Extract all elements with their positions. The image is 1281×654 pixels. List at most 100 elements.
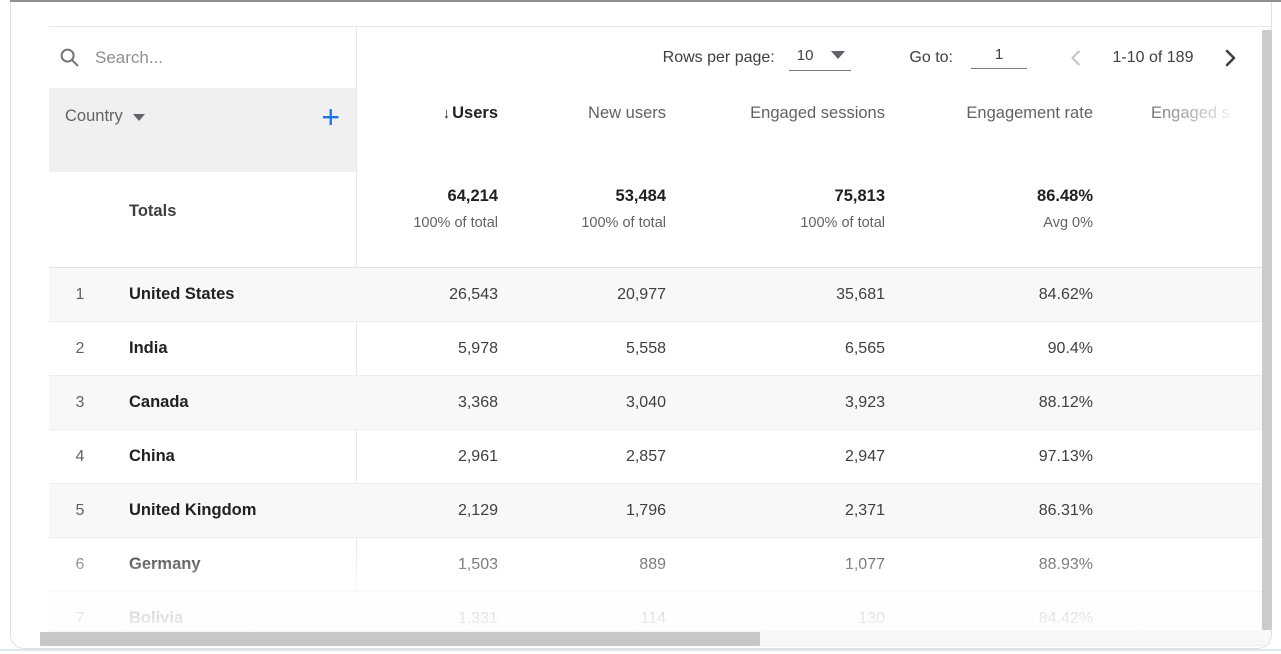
- row-new-users: 889: [639, 555, 666, 573]
- goto-label: Go to:: [909, 48, 953, 66]
- totals-new-users-subtext: 100% of total: [581, 215, 666, 231]
- row-new-users: 3,040: [625, 393, 666, 411]
- horizontal-scrollbar-thumb[interactable]: [40, 632, 760, 646]
- row-users: 26,543: [449, 285, 498, 303]
- pagination-range: 1-10 of 189: [1112, 48, 1194, 66]
- sort-descending-icon: ↓: [442, 105, 451, 122]
- window-bottom-edge: [0, 649, 1281, 651]
- column-header-new-users[interactable]: New users: [588, 104, 666, 122]
- row-country: Bolivia: [129, 609, 184, 627]
- rows-per-page-label: Rows per page:: [662, 48, 775, 66]
- row-index: 7: [75, 609, 85, 627]
- row-index: 3: [75, 393, 85, 411]
- add-column-button[interactable]: +: [321, 99, 340, 135]
- row-country: United States: [129, 285, 235, 303]
- pager: 1-10 of 189: [1063, 45, 1243, 71]
- table-toolbar: Rows per page: 10 Go to: 1-10 of 189: [49, 27, 1261, 88]
- table-row: 3 Canada 3,368 3,040 3,923 88.12%: [49, 376, 1271, 430]
- totals-engaged-sessions-subtext: 100% of total: [800, 215, 885, 231]
- table-row: 1 United States 26,543 20,977 35,681 84.…: [49, 268, 1271, 322]
- rows-per-page-select[interactable]: 10: [788, 45, 852, 71]
- row-engagement-rate: 88.12%: [1038, 393, 1093, 411]
- row-index: 2: [75, 339, 85, 357]
- row-country: Germany: [129, 555, 201, 573]
- analytics-table-card: Rows per page: 10 Go to: 1-10 of 189: [10, 2, 1272, 649]
- totals-engagement-rate-value: 86.48%: [1037, 187, 1093, 205]
- totals-engaged-sessions: 75,813 100% of total: [666, 172, 885, 231]
- dimension-header-cell: Country +: [49, 88, 356, 172]
- row-engagement-rate: 88.93%: [1038, 555, 1093, 573]
- row-engagement-rate: 90.4%: [1047, 339, 1093, 357]
- row-engagement-rate: 86.31%: [1038, 501, 1093, 519]
- chevron-right-icon: [1225, 49, 1236, 66]
- dimension-metrics-divider: [356, 26, 357, 626]
- dimension-label: Country: [65, 107, 123, 125]
- rows-per-page-value: 10: [796, 46, 814, 64]
- chevron-down-icon: [831, 51, 846, 59]
- totals-engagement-rate-subtext: Avg 0%: [1043, 215, 1093, 231]
- chevron-left-icon: [1071, 49, 1080, 66]
- row-engaged-sessions: 1,077: [844, 555, 885, 573]
- column-header-engagement-rate[interactable]: Engagement rate: [966, 104, 1093, 122]
- row-country: Canada: [129, 393, 189, 411]
- column-header-users[interactable]: ↓ Users: [356, 88, 498, 172]
- search-input[interactable]: [95, 47, 315, 68]
- row-new-users: 114: [640, 609, 666, 627]
- totals-users-value: 64,214: [447, 187, 498, 205]
- row-index: 6: [75, 555, 85, 573]
- table-row: 6 Germany 1,503 889 1,077 88.93%: [49, 538, 1271, 592]
- row-index: 4: [75, 447, 85, 465]
- next-page-button[interactable]: [1217, 45, 1243, 71]
- totals-engaged-per-user: [1093, 172, 1271, 187]
- dimension-dropdown[interactable]: Country: [65, 107, 145, 126]
- row-engaged-sessions: 130: [858, 609, 885, 627]
- row-engagement-rate: 97.13%: [1038, 447, 1093, 465]
- row-new-users: 5,558: [625, 339, 666, 357]
- totals-engaged-sessions-value: 75,813: [834, 187, 885, 205]
- row-country: China: [129, 447, 175, 465]
- totals-users-subtext: 100% of total: [413, 215, 498, 231]
- totals-new-users: 53,484 100% of total: [498, 172, 666, 231]
- totals-label: Totals: [129, 202, 177, 220]
- row-engagement-rate: 84.62%: [1038, 285, 1093, 303]
- table-row: 5 United Kingdom 2,129 1,796 2,371 86.31…: [49, 484, 1271, 538]
- vertical-scrollbar-thumb[interactable]: [1262, 30, 1272, 630]
- previous-page-button[interactable]: [1063, 45, 1089, 71]
- row-users: 1,503: [457, 555, 498, 573]
- table-top-divider: [49, 26, 1271, 27]
- row-new-users: 2,857: [625, 447, 666, 465]
- row-engagement-rate: 84.42%: [1038, 609, 1093, 627]
- column-header-users-label: Users: [452, 104, 498, 122]
- row-users: 1,331: [457, 609, 498, 627]
- chevron-down-icon: [132, 114, 145, 121]
- row-engaged-sessions: 35,681: [836, 285, 885, 303]
- report-table: Country + ↓ Users New users Engaged sessi…: [49, 88, 1271, 646]
- table-row: 2 India 5,978 5,558 6,565 90.4%: [49, 322, 1271, 376]
- row-country: India: [129, 339, 168, 357]
- totals-users: 64,214 100% of total: [356, 172, 498, 231]
- column-header-engaged-sessions-per-user[interactable]: Engaged s: [1151, 104, 1230, 122]
- window-top-edge: [10, 0, 1281, 2]
- pagination-controls: Rows per page: 10 Go to: 1-10 of 189: [356, 45, 1261, 71]
- row-engaged-sessions: 2,947: [844, 447, 885, 465]
- row-index: 1: [75, 285, 85, 303]
- search-icon: [60, 48, 79, 67]
- table-row: 4 China 2,961 2,857 2,947 97.13%: [49, 430, 1271, 484]
- goto-page-wrap: Go to:: [909, 46, 1027, 69]
- totals-new-users-value: 53,484: [615, 187, 666, 205]
- row-country: United Kingdom: [129, 501, 257, 519]
- row-engaged-sessions: 6,565: [844, 339, 885, 357]
- row-users: 2,129: [457, 501, 498, 519]
- search-area: [49, 47, 356, 68]
- row-engaged-sessions: 2,371: [844, 501, 885, 519]
- row-users: 2,961: [457, 447, 498, 465]
- column-header-engaged-sessions[interactable]: Engaged sessions: [750, 104, 885, 122]
- goto-page-input[interactable]: [971, 46, 1027, 69]
- row-engaged-sessions: 3,923: [844, 393, 885, 411]
- row-index: 5: [75, 501, 85, 519]
- row-users: 5,978: [457, 339, 498, 357]
- totals-engagement-rate: 86.48% Avg 0%: [885, 172, 1093, 231]
- row-new-users: 20,977: [617, 285, 666, 303]
- row-users: 3,368: [457, 393, 498, 411]
- table-header-row: Country + ↓ Users New users Engaged sessi…: [49, 88, 1271, 172]
